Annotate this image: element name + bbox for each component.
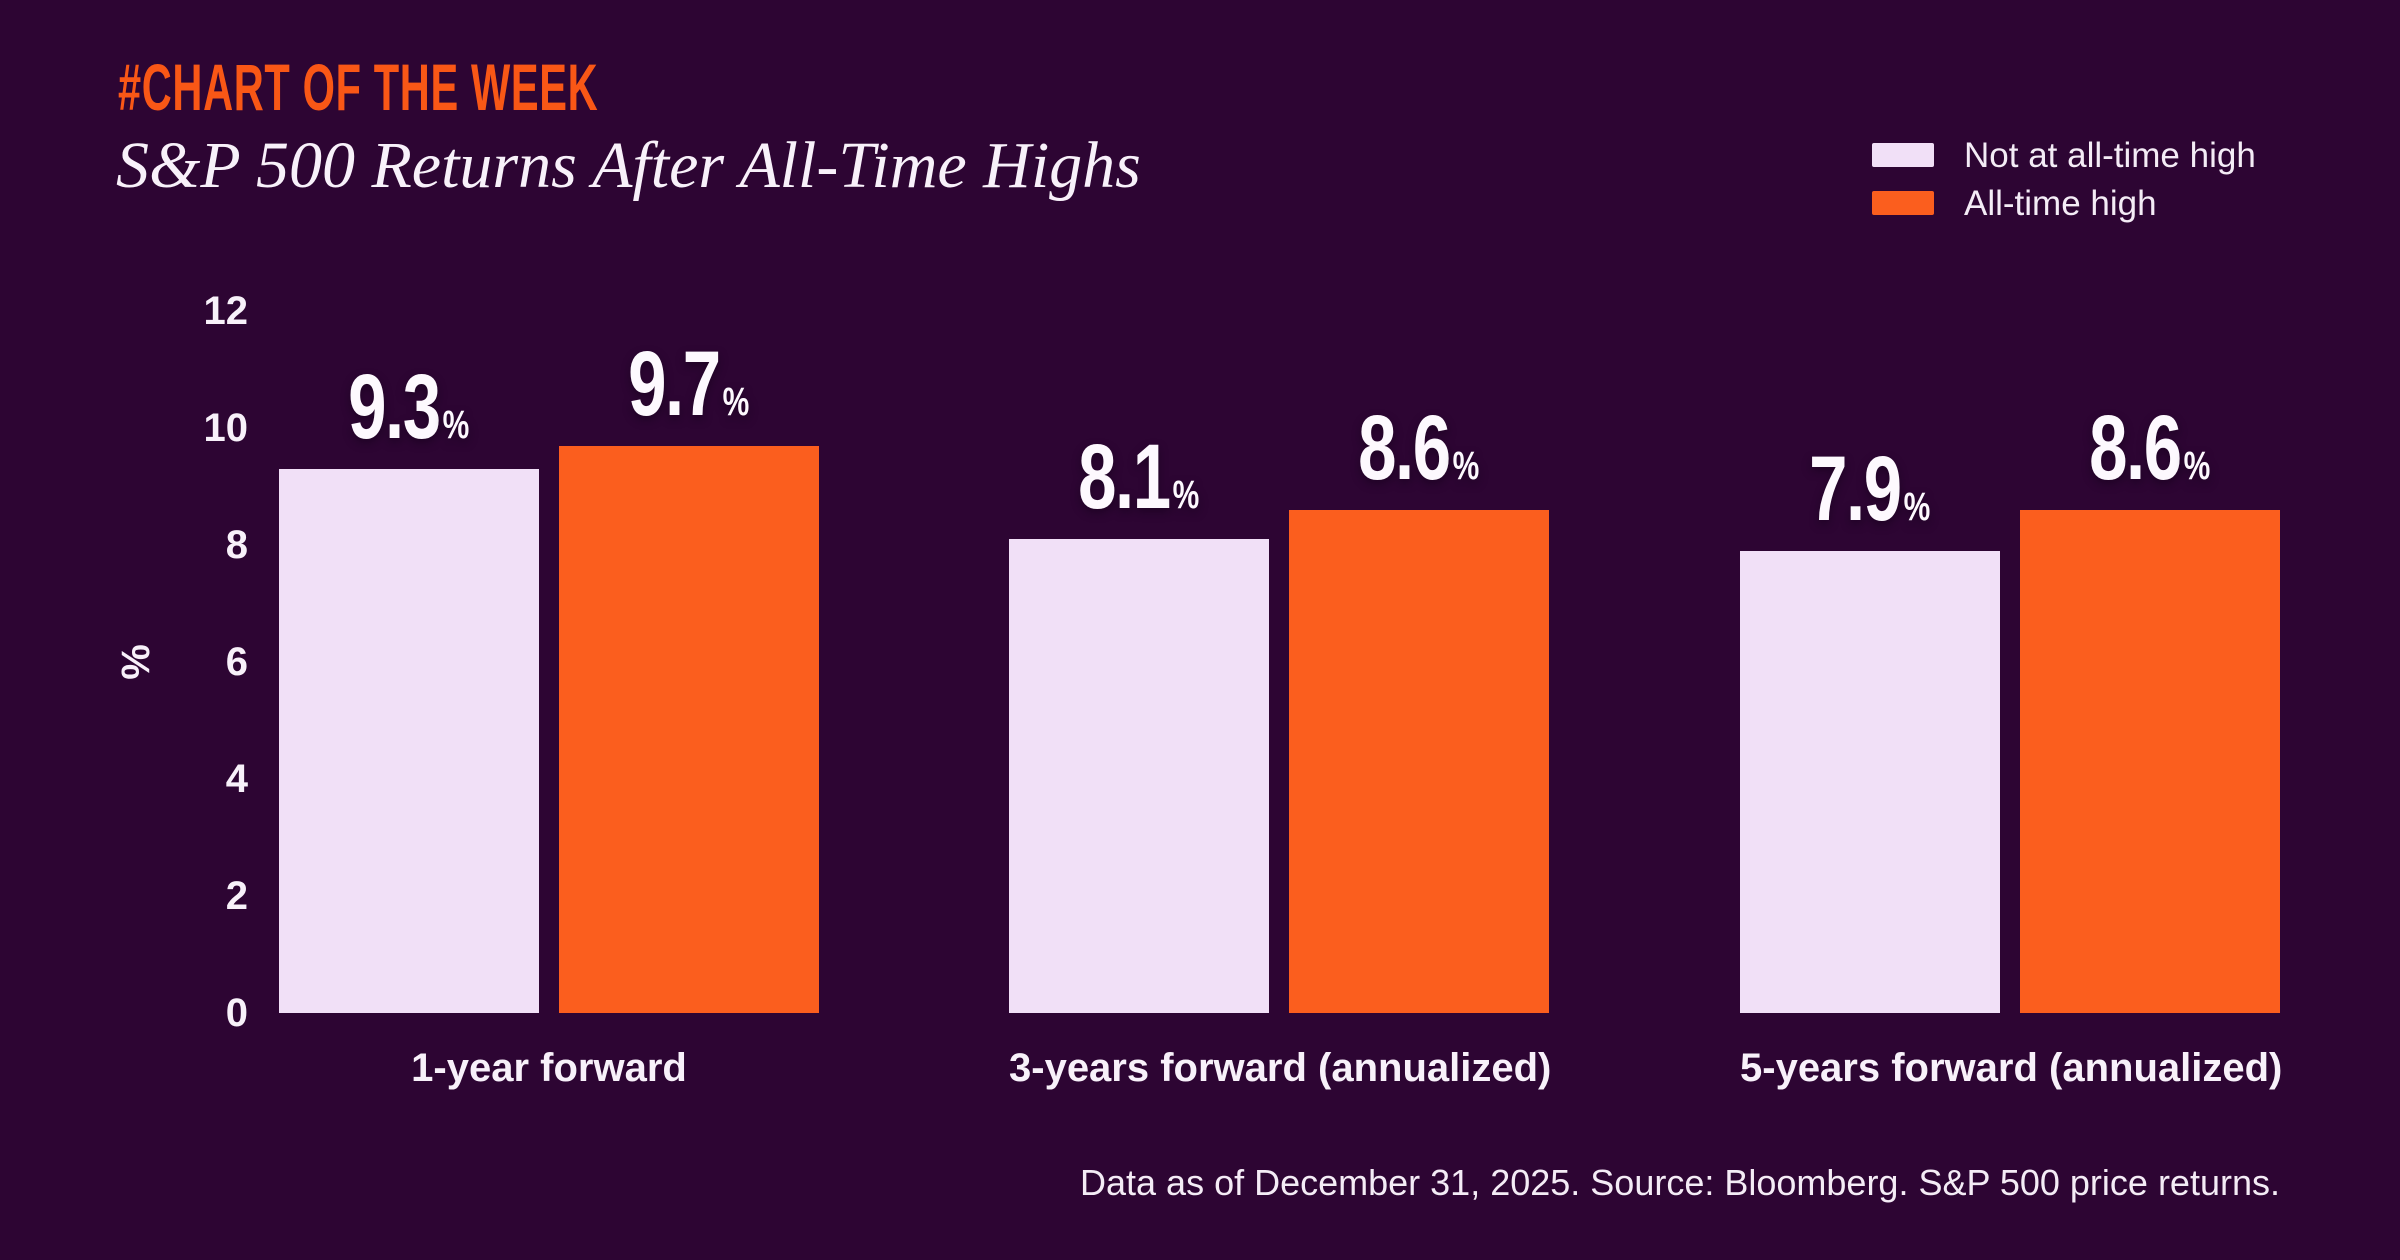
bar-column: 7.9% [1740, 443, 2000, 1013]
y-tick-12: 12 [203, 289, 249, 333]
chart-title: S&P 500 Returns After All-Time Highs [116, 129, 1141, 202]
bar-column: 8.1% [1009, 431, 1269, 1013]
y-tick-4: 4 [225, 757, 248, 801]
value-label: 8.1% [1078, 431, 1199, 523]
value-number: 8.6 [1358, 396, 1451, 499]
value-suffix: % [1452, 443, 1480, 488]
value-suffix: % [1903, 484, 1931, 529]
y-tick-0: 0 [225, 991, 248, 1035]
y-tick-8: 8 [225, 523, 248, 567]
value-label: 8.6% [2089, 402, 2210, 494]
bar-group-3: 7.9% 8.6% [1740, 402, 2280, 1013]
category-label-1: 1-year forward [411, 1046, 687, 1090]
category-label-3: 5-years forward (annualized) [1740, 1046, 2283, 1090]
value-number: 9.7 [628, 332, 721, 435]
y-tick-6: 6 [225, 640, 248, 684]
legend-swatch [1872, 143, 1934, 167]
value-label: 8.6% [1358, 402, 1479, 494]
value-suffix: % [2183, 443, 2211, 488]
y-tick-10: 10 [203, 406, 249, 450]
bar-column: 8.6% [2020, 402, 2280, 1013]
value-suffix: % [722, 379, 750, 424]
legend-label: Not at all-time high [1964, 135, 2256, 175]
value-number: 8.6 [2089, 396, 2182, 499]
value-label: 9.3% [348, 361, 469, 453]
legend-label: All-time high [1964, 183, 2157, 223]
legend: Not at all-time high All-time high [1872, 135, 2256, 236]
bar-column: 9.3% [279, 361, 539, 1013]
value-number: 8.1 [1078, 426, 1171, 529]
y-tick-2: 2 [225, 874, 248, 918]
source-note: Data as of December 31, 2025. Source: Bl… [1080, 1162, 2280, 1203]
value-suffix: % [1172, 473, 1200, 518]
legend-swatch [1872, 191, 1934, 215]
bar-column: 8.6% [1289, 402, 1549, 1013]
bar-ath-3 [2020, 509, 2280, 1013]
value-suffix: % [442, 402, 470, 447]
category-label-2: 3-years forward (annualized) [1009, 1046, 1552, 1090]
bar-not-ath-3 [1740, 550, 2000, 1013]
legend-item: Not at all-time high [1872, 135, 2256, 175]
bar-ath-2 [1289, 509, 1549, 1013]
value-label: 7.9% [1809, 443, 1930, 535]
kicker-tag: #CHART OF THE WEEK [118, 50, 599, 124]
bar-not-ath-2 [1009, 539, 1269, 1013]
value-label: 9.7% [628, 338, 749, 430]
bar-not-ath-1 [279, 468, 539, 1013]
value-number: 7.9 [1809, 437, 1902, 540]
bar-ath-1 [559, 445, 819, 1013]
bar-group-1: 9.3% 9.7% [279, 338, 819, 1013]
bar-column: 9.7% [559, 338, 819, 1013]
legend-item: All-time high [1872, 183, 2256, 223]
bar-group-2: 8.1% 8.6% [1009, 402, 1549, 1013]
value-number: 9.3 [348, 355, 441, 458]
